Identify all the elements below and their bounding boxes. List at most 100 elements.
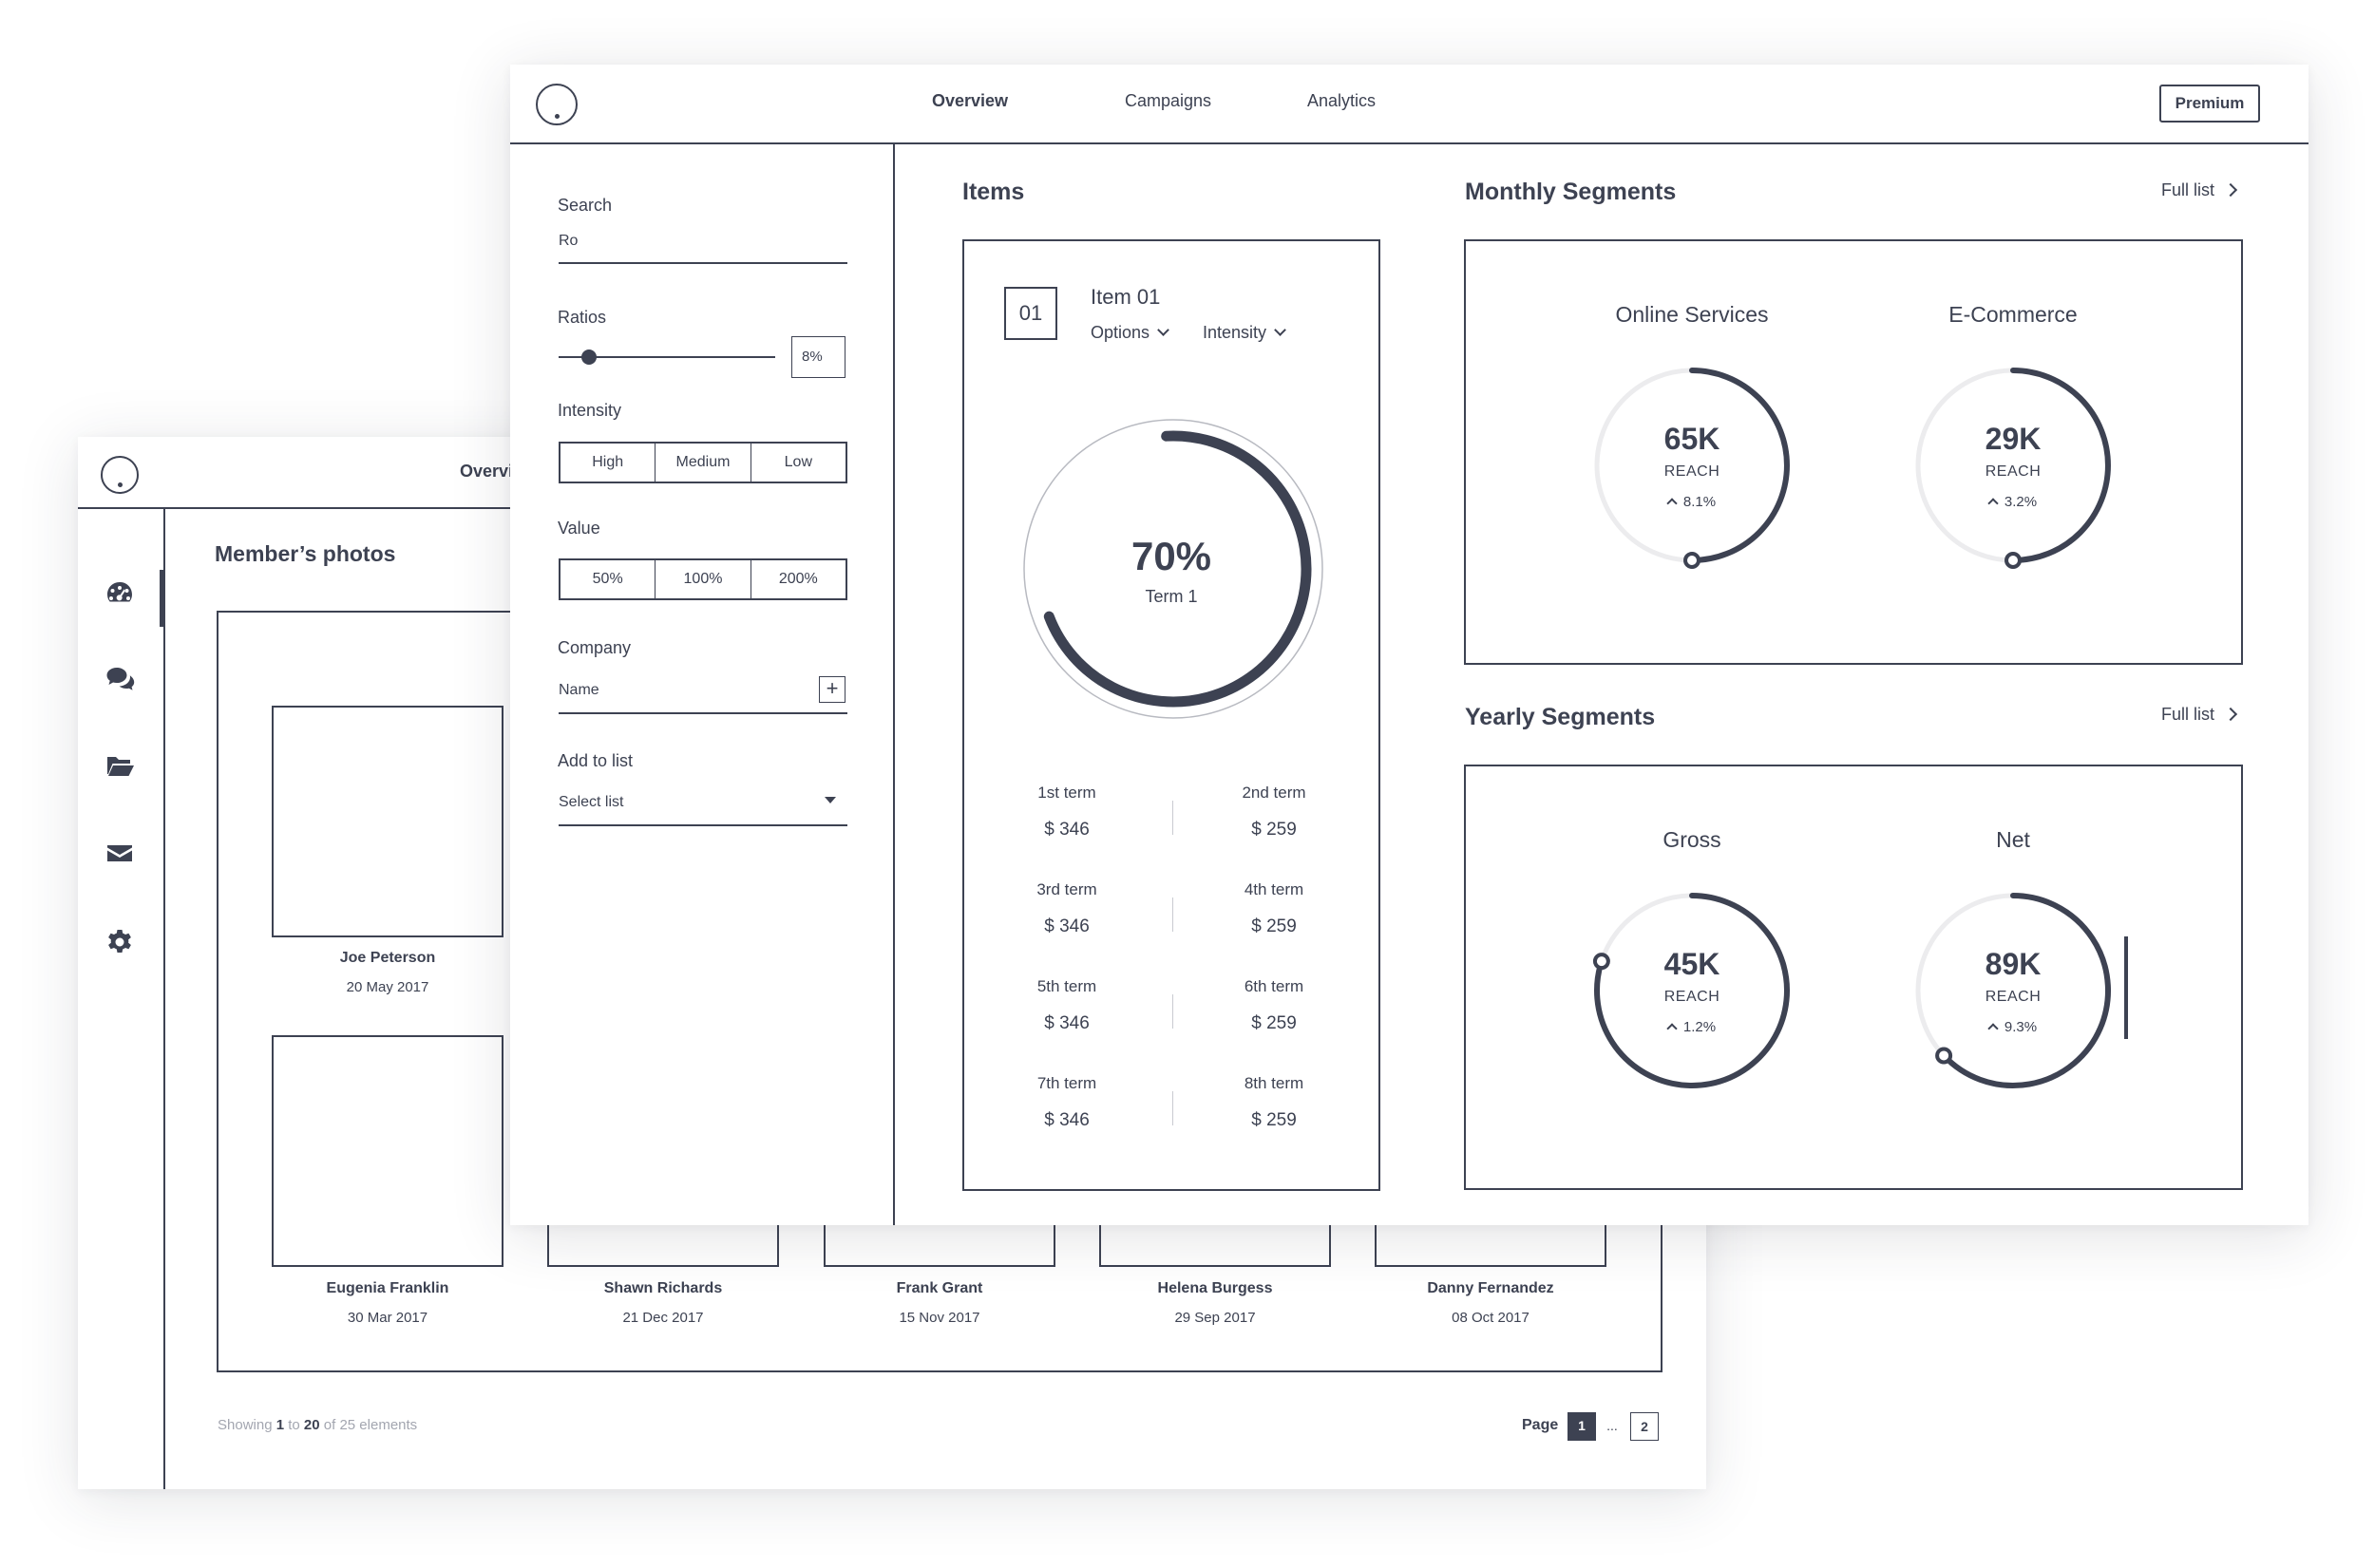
mail-icon[interactable] <box>104 838 135 868</box>
company-name-input[interactable]: Name <box>559 682 599 698</box>
gauge-progress-arc <box>1043 430 1312 708</box>
items-title: Items <box>962 179 1025 205</box>
monthly-full-list-link[interactable]: Full list <box>2161 180 2238 200</box>
premium-button[interactable]: Premium <box>2159 85 2260 123</box>
member-date: 15 Nov 2017 <box>899 1310 980 1326</box>
member-photo[interactable] <box>272 706 504 937</box>
ratio-slider-handle[interactable] <box>580 349 597 365</box>
donut-change: 9.3% <box>1909 1019 2118 1035</box>
donut-value: 65K <box>1663 422 1720 456</box>
donut-value: 29K <box>1985 422 2042 456</box>
intensity-option-low[interactable]: Low <box>784 454 812 470</box>
gauge-label: Term 1 <box>1145 587 1198 606</box>
options-dropdown[interactable]: Options <box>1091 323 1169 343</box>
front-logo[interactable] <box>536 84 578 125</box>
pagination-summary: Showing 1 to 20 of 25 elements <box>218 1417 417 1433</box>
donut-handle[interactable] <box>2004 552 2022 569</box>
donut-value: 45K <box>1663 947 1720 981</box>
donut-handle[interactable] <box>1592 953 1610 971</box>
select-list-dropdown[interactable]: Select list <box>559 794 624 810</box>
page-1-button[interactable]: 1 <box>1568 1412 1596 1441</box>
search-underline <box>559 262 847 264</box>
donut-handle[interactable] <box>1935 1047 1953 1065</box>
term-gauge <box>1023 419 1323 719</box>
value-option-200[interactable]: 200% <box>778 571 818 587</box>
donut-change-value: 1.2% <box>1682 1019 1717 1035</box>
donut-value: 89K <box>1985 947 2042 981</box>
ratio-slider-track[interactable] <box>559 356 775 358</box>
term-label: 8th term <box>1244 1074 1304 1092</box>
gauge-outer-ring <box>1023 419 1323 719</box>
member-name[interactable]: Helena Burgess <box>1157 1280 1273 1296</box>
term-divider <box>1172 897 1173 932</box>
yearly-full-list-link[interactable]: Full list <box>2161 705 2238 725</box>
monthly-segments-card: Online Services 65K REACH 8.1% E-Commerc… <box>1464 239 2243 665</box>
net-donut <box>1915 893 2111 1088</box>
intensity-dropdown[interactable]: Intensity <box>1203 323 1286 343</box>
member-photo[interactable] <box>272 1035 504 1267</box>
donut-subtitle: REACH <box>1985 989 2042 1005</box>
member-name[interactable]: Joe Peterson <box>339 950 436 966</box>
intensity-label: Intensity <box>558 401 622 420</box>
donut-arc <box>1941 893 2111 1088</box>
term-value: $ 259 <box>1251 916 1297 936</box>
dropdown-caret-icon[interactable] <box>825 797 836 803</box>
showing-prefix: Showing <box>218 1417 273 1433</box>
member-date: 08 Oct 2017 <box>1452 1310 1530 1326</box>
value-segmented-control: 50% 100% 200% <box>559 558 847 600</box>
nav-analytics[interactable]: Analytics <box>1307 91 1377 110</box>
donut-change: 3.2% <box>1909 494 2118 510</box>
showing-to: 20 <box>303 1417 320 1433</box>
overview-window: Overview Campaigns Analytics Premium Sea… <box>510 65 2308 1225</box>
member-name[interactable]: Shawn Richards <box>603 1280 723 1296</box>
donut-subtitle: REACH <box>1663 989 1720 1005</box>
search-label: Search <box>558 196 613 215</box>
back-nav-overview[interactable]: Overvi <box>460 462 514 481</box>
yearly-scroll-indicator[interactable] <box>2124 936 2128 1039</box>
intensity-option-medium[interactable]: Medium <box>656 444 751 482</box>
yearly-segments-card: Gross 45K REACH 1.2% Net 89K REACH 9.3% <box>1464 765 2243 1190</box>
nav-campaigns[interactable]: Campaigns <box>1125 91 1212 110</box>
member-name[interactable]: Danny Fernandez <box>1427 1280 1554 1296</box>
chevron-down-icon <box>1157 324 1169 336</box>
add-company-button[interactable]: + <box>819 676 846 703</box>
gauge-value: 70% <box>1130 534 1212 578</box>
member-name[interactable]: Frank Grant <box>896 1280 983 1296</box>
chevron-right-icon <box>2223 182 2238 198</box>
back-logo[interactable] <box>101 456 139 494</box>
nav-overview[interactable]: Overview <box>932 91 1009 110</box>
showing-total: of 25 elements <box>323 1417 418 1433</box>
donut-subtitle: REACH <box>1985 463 2042 480</box>
dashboard-icon[interactable] <box>104 577 135 608</box>
ratio-value-input[interactable]: 8% <box>791 336 846 378</box>
term-label: 4th term <box>1244 880 1304 898</box>
member-date: 29 Sep 2017 <box>1174 1310 1256 1326</box>
settings-icon[interactable] <box>104 927 135 957</box>
company-label: Company <box>558 638 632 657</box>
page-2-button[interactable]: 2 <box>1630 1412 1659 1441</box>
filters-panel <box>510 144 895 1225</box>
donut-handle[interactable] <box>1683 552 1700 569</box>
value-option-50[interactable]: 50% <box>560 560 656 598</box>
member-name[interactable]: Eugenia Franklin <box>326 1280 449 1296</box>
donut-title: Gross <box>1662 827 1721 852</box>
showing-to-word: to <box>288 1417 300 1433</box>
arrow-up-icon <box>1987 498 1999 509</box>
member-date: 30 Mar 2017 <box>347 1310 428 1326</box>
intensity-segmented-control: High Medium Low <box>559 442 847 483</box>
value-option-100[interactable]: 100% <box>656 560 751 598</box>
intensity-option-high[interactable]: High <box>560 444 656 482</box>
search-input[interactable]: Ro <box>559 233 579 249</box>
chevron-down-icon <box>1274 324 1286 336</box>
term-divider <box>1172 1091 1173 1125</box>
term-value: $ 346 <box>1044 820 1090 840</box>
term-label: 7th term <box>1036 1074 1097 1092</box>
full-list-label: Full list <box>2161 705 2215 724</box>
chat-icon[interactable] <box>104 663 135 693</box>
arrow-up-icon <box>1666 498 1678 509</box>
monthly-segments-title: Monthly Segments <box>1465 179 1677 205</box>
page-ellipsis: ... <box>1606 1418 1618 1433</box>
folder-icon[interactable] <box>104 750 135 781</box>
yearly-segments-title: Yearly Segments <box>1465 704 1656 730</box>
sidebar-active-indicator <box>160 570 163 627</box>
